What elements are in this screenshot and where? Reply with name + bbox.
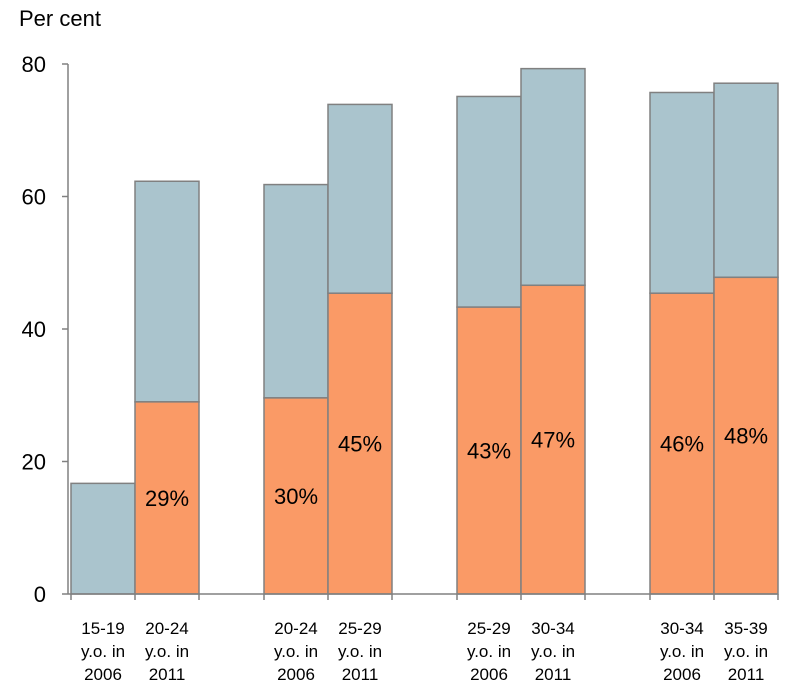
y-axis-title: Per cent xyxy=(19,6,101,31)
bar-upper-segment xyxy=(263,183,329,399)
bar-data-label: 30% xyxy=(274,484,318,509)
x-tick-label: y.o. in xyxy=(81,642,125,661)
bar-lower-segment xyxy=(134,401,200,595)
x-tick-label: 2006 xyxy=(470,665,508,684)
bar-upper-segment xyxy=(520,67,586,287)
x-tick-label: 30-34 xyxy=(531,619,574,638)
bar-data-label: 46% xyxy=(660,432,704,457)
x-tick-label: 35-39 xyxy=(724,619,767,638)
bar-upper-segment xyxy=(649,91,715,294)
y-tick-label: 0 xyxy=(34,582,46,607)
y-tick-label: 40 xyxy=(22,317,46,342)
bar-lower-segment xyxy=(327,292,393,595)
x-tick-label: 2011 xyxy=(728,665,765,684)
x-tick-label: 2006 xyxy=(277,665,315,684)
x-tick-label: 15-19 xyxy=(81,619,124,638)
x-tick-label: 25-29 xyxy=(338,619,381,638)
x-tick-label: 2011 xyxy=(149,665,186,684)
bar-data-label: 43% xyxy=(467,439,511,464)
bar-data-label: 47% xyxy=(531,428,575,453)
x-tick-label: y.o. in xyxy=(531,642,575,661)
y-tick-label: 20 xyxy=(22,450,46,475)
bar-upper-segment xyxy=(456,95,522,308)
bar-data-label: 29% xyxy=(145,486,189,511)
x-tick-label: y.o. in xyxy=(724,642,768,661)
bar-upper-segment xyxy=(713,82,779,279)
bar-upper-segment xyxy=(327,103,393,294)
x-tick-label: 2011 xyxy=(342,665,379,684)
x-tick-label: 20-24 xyxy=(145,619,188,638)
x-tick-label: y.o. in xyxy=(338,642,382,661)
y-tick-label: 80 xyxy=(22,52,46,77)
x-tick-label: 25-29 xyxy=(467,619,510,638)
x-tick-label: y.o. in xyxy=(467,642,511,661)
x-tick-label: y.o. in xyxy=(274,642,318,661)
x-tick-label: 2006 xyxy=(84,665,122,684)
x-tick-label: y.o. in xyxy=(145,642,189,661)
bar-upper-segment xyxy=(70,482,136,595)
x-tick-label: 2006 xyxy=(663,665,701,684)
bar-data-label: 45% xyxy=(338,432,382,457)
x-tick-label: 20-24 xyxy=(274,619,317,638)
x-tick-label: y.o. in xyxy=(660,642,704,661)
bar-upper-segment xyxy=(134,180,200,403)
y-tick-label: 60 xyxy=(22,185,46,210)
x-tick-label: 30-34 xyxy=(660,619,703,638)
bar-lower-segment xyxy=(263,397,329,595)
x-tick-label: 2011 xyxy=(535,665,572,684)
bar-lower-segment xyxy=(713,276,779,595)
bar-data-label: 48% xyxy=(724,424,768,449)
